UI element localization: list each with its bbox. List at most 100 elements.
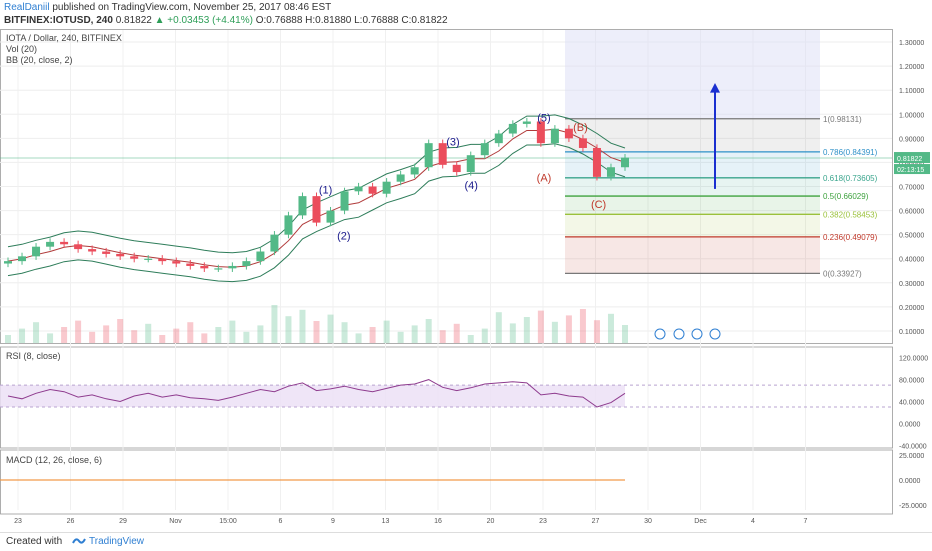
candle <box>32 246 41 257</box>
x-axis-label: 26 <box>67 518 75 525</box>
countdown-tag <box>894 164 930 175</box>
wave-label: (1) <box>319 185 332 197</box>
macd-axis-label: 25.0000 <box>899 453 924 460</box>
price-axis-label: 0.20000 <box>899 305 924 312</box>
candle <box>508 123 517 134</box>
candle <box>270 234 279 252</box>
volume-bar <box>495 312 502 343</box>
volume-bar <box>229 320 236 343</box>
fib-level-label: 0.5(0.66029) <box>823 192 869 201</box>
volume-bar <box>117 319 124 343</box>
wave-label: (3) <box>446 137 459 149</box>
price-axis-label: 0.70000 <box>899 185 924 192</box>
volume-bar <box>61 327 68 343</box>
volume-bar <box>565 315 572 343</box>
bb-lower-band <box>7 143 626 283</box>
volume-bar <box>243 331 250 343</box>
volume-bar <box>5 335 11 343</box>
wave-label: (B) <box>573 122 588 134</box>
wave-label: (5) <box>537 112 550 124</box>
price-axis-label: 0.10000 <box>899 329 924 336</box>
rsi-axis-label: 120.0000 <box>899 356 928 363</box>
price-chart[interactable]: 1(0.98131) 0.786(0.84391) 0.618(0.73605) 0.… <box>0 0 932 532</box>
x-axis-label: Nov <box>169 518 182 525</box>
x-axis-label: 27 <box>592 518 600 525</box>
candle <box>340 191 349 211</box>
volume-bar <box>425 319 432 343</box>
candle <box>438 143 447 165</box>
candle <box>550 128 559 144</box>
volume-bar <box>607 313 614 343</box>
wave-label: (C) <box>591 199 606 211</box>
fib-level-label: 1(0.98131) <box>823 115 862 124</box>
volume-bar <box>341 322 348 343</box>
volume-bar <box>622 325 628 343</box>
candle <box>158 258 167 262</box>
wave-label: (2) <box>337 230 350 242</box>
volume-bar <box>509 323 516 343</box>
candle <box>214 268 223 270</box>
tradingview-brand: TradingView <box>89 536 145 547</box>
rsi-axis-label: 0.0000 <box>899 421 921 428</box>
volume-bar <box>145 323 152 343</box>
created-with-text: Created with <box>6 536 63 547</box>
rsi-axis-label: 40.0000 <box>899 400 924 407</box>
price-axis-label: 0.60000 <box>899 209 924 216</box>
event-marker-icon <box>691 328 703 340</box>
x-axis-label: 20 <box>487 518 495 525</box>
macd-pane-border <box>0 449 893 515</box>
rsi-axis-label: 80.0000 <box>899 378 924 385</box>
candle <box>382 181 391 194</box>
volume-bar <box>411 325 418 343</box>
volume-bar <box>285 316 292 343</box>
vol-legend: Vol (20) <box>6 44 38 54</box>
candle <box>592 147 601 177</box>
volume-bar <box>523 317 530 343</box>
last-price: 0.81822 <box>115 15 152 26</box>
rsi-axis-label: -40.0000 <box>899 443 927 450</box>
candle <box>46 241 55 247</box>
volume-bar <box>75 320 82 343</box>
wave-label: (A) <box>537 173 552 185</box>
volume-bar <box>215 327 222 343</box>
candle <box>228 265 237 269</box>
price-axis-label: 0.40000 <box>899 257 924 264</box>
candle <box>564 128 573 139</box>
event-marker-icon <box>709 328 721 340</box>
volume-bar <box>89 331 96 343</box>
candle <box>494 133 503 144</box>
fib-level-label: 0.236(0.49079) <box>823 233 878 242</box>
candle <box>18 256 27 262</box>
volume-bar <box>537 310 544 343</box>
x-axis-label: 29 <box>119 518 127 525</box>
candle <box>424 143 433 168</box>
target-arrow-head <box>710 82 720 93</box>
volume-bar <box>173 328 180 343</box>
volume-bar <box>313 321 320 343</box>
candle <box>396 174 405 182</box>
fib-zone <box>565 177 820 197</box>
macd-axis-label: -25.0000 <box>899 503 927 510</box>
publish-info: RealDaniil published on TradingView.com,… <box>4 2 331 13</box>
candle <box>326 210 335 223</box>
fib-level-label: 0.786(0.84391) <box>823 148 878 157</box>
wave-label: (4) <box>464 180 477 192</box>
bb-legend: BB (20, close, 2) <box>6 55 73 65</box>
candle <box>452 164 461 173</box>
candle <box>172 261 181 264</box>
candle <box>284 215 293 235</box>
volume-bar <box>19 328 26 343</box>
volume-bar <box>103 325 110 343</box>
candle <box>102 251 111 254</box>
fib-zone <box>565 196 820 215</box>
x-axis-label: 6 <box>279 518 283 525</box>
candle <box>621 157 629 168</box>
volume-bar <box>383 320 390 343</box>
price-axis-label: 1.30000 <box>899 40 924 47</box>
tradingview-link[interactable]: TradingView <box>72 536 144 547</box>
author-link[interactable]: RealDaniil <box>4 2 50 13</box>
fib-zone <box>565 236 820 274</box>
volume-bar <box>327 314 334 343</box>
ohlc-values: O:0.76888 H:0.81880 L:0.76888 C:0.81822 <box>255 15 448 26</box>
volume-bar <box>271 305 278 343</box>
